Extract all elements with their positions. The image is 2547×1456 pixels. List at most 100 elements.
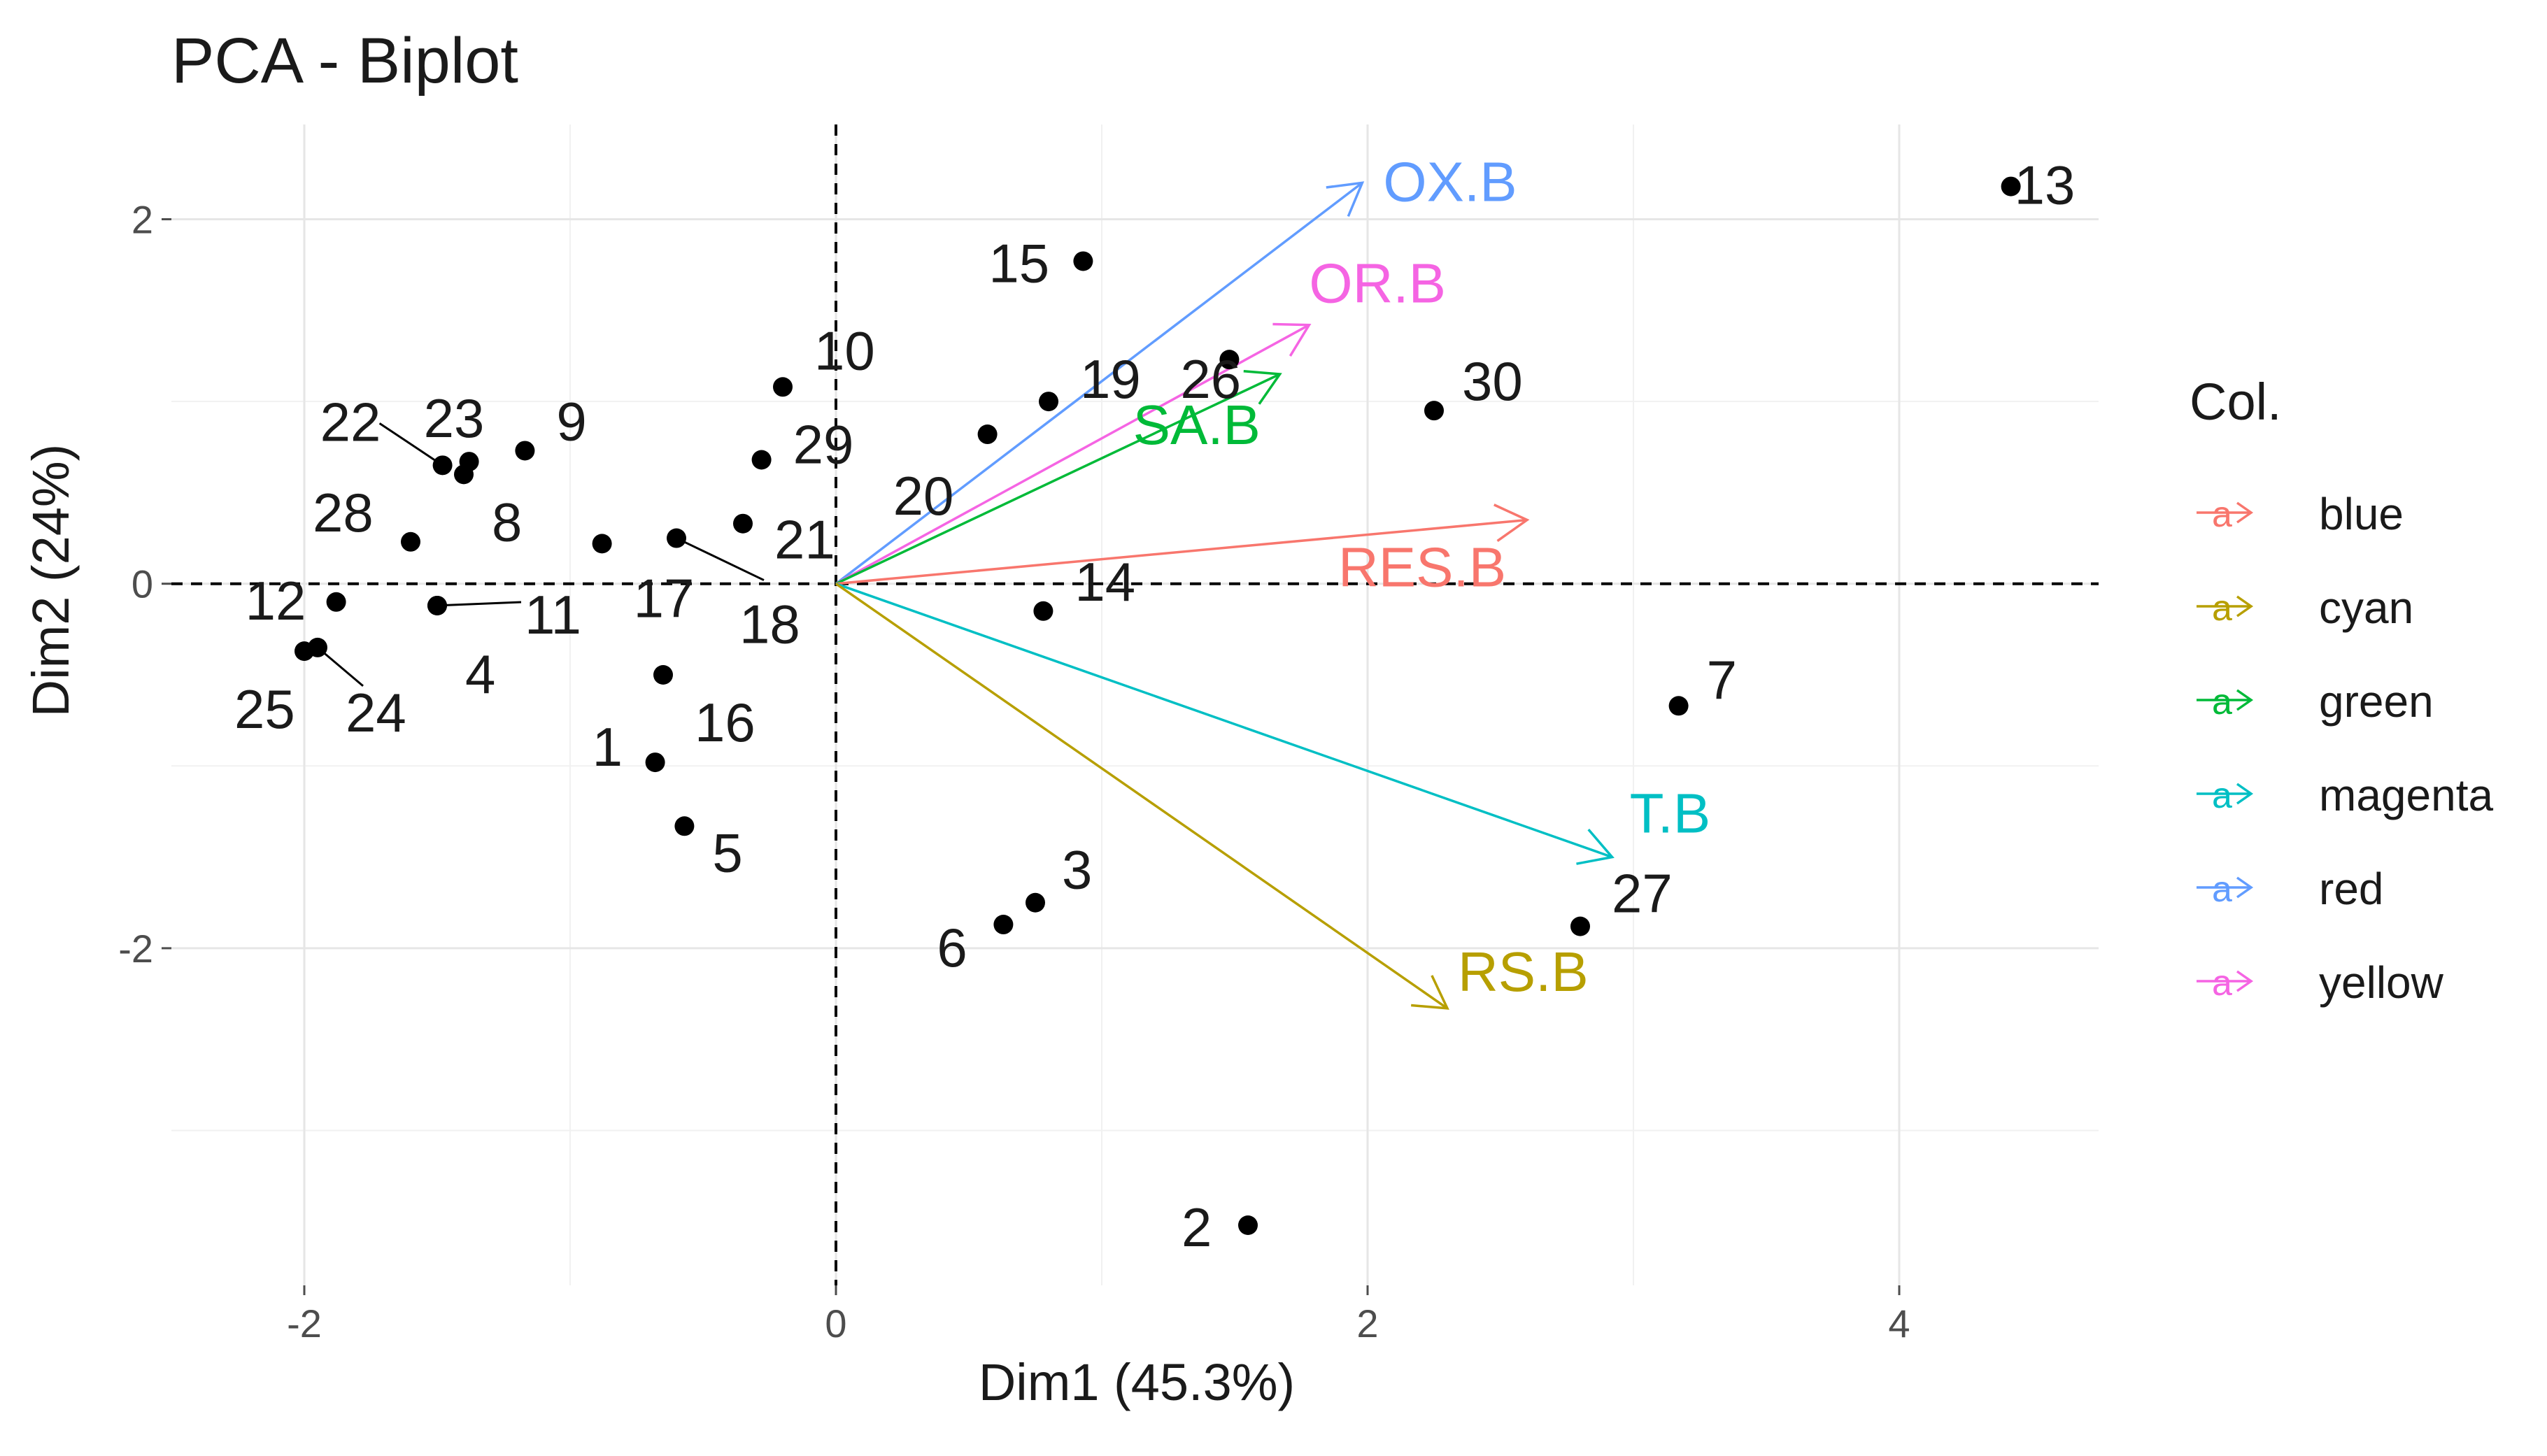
x-tick-label: -2 [287,1301,322,1346]
legend-key-glyph: a [2212,588,2232,629]
legend-item-cyan: a cyan [2197,583,2413,633]
arrow-label: OX.B [1383,150,1517,213]
point-label-28: 28 [313,482,374,543]
point-25 [295,641,314,662]
point-label-4: 4 [465,643,495,705]
label-leader-lines [317,422,765,687]
legend-key-arrowhead [2236,689,2254,711]
chart-title: PCA - Biplot [171,25,518,97]
legend-key-arrowhead [2236,595,2254,618]
point-19 [1039,392,1058,412]
x-tick-label: 0 [825,1301,846,1346]
point-1 [645,752,665,773]
point-7 [1668,696,1689,716]
point-16 [653,665,673,685]
arrow-res-b: RES.B [835,504,1530,598]
y-tick-label: 2 [132,198,153,242]
leader-line-22 [378,422,444,466]
point-label-12: 12 [246,570,306,631]
point-label-7: 7 [1707,649,1737,711]
point-20 [977,424,998,445]
legend-label: green [2319,676,2434,727]
legend-key-arrowhead [2236,501,2254,524]
point-label-26: 26 [1180,348,1241,410]
legend-key-arrowhead [2236,970,2254,992]
point-label-3: 3 [1062,839,1092,901]
arrow-t-b: T.B [835,583,1711,865]
point-6 [993,915,1014,935]
reference-lines [171,124,2099,1285]
point-label-24: 24 [346,682,406,743]
point-22 [432,455,453,476]
point-label-6: 6 [937,917,967,978]
point-3 [1026,892,1045,913]
legend-key-glyph: a [2212,963,2232,1004]
point-15 [1073,251,1093,271]
legend-item-red: a red [2197,864,2384,914]
point-label-13: 13 [2015,155,2076,216]
point-label-18: 18 [739,594,800,655]
point-23 [459,452,479,472]
arrow-shaft [835,583,1448,1010]
point-27 [1570,916,1590,936]
x-tick-label: 4 [1888,1301,1910,1346]
point-label-11: 11 [525,584,581,645]
legend-key-glyph: a [2212,776,2232,816]
point-18 [667,528,686,548]
legend-item-green: a green [2197,676,2434,727]
legend-item-blue: a blue [2197,489,2404,539]
arrow-rs-b: RS.B [835,583,1589,1010]
point-14 [1033,601,1053,621]
point-label-25: 25 [234,678,295,740]
point-label-2: 2 [1182,1197,1212,1258]
legend-key-arrowhead [2236,876,2254,899]
legend-label: blue [2319,489,2404,539]
point-label-14: 14 [1074,551,1135,613]
grid [171,124,2099,1285]
arrow-head [1326,181,1365,217]
arrow-label: T.B [1630,783,1711,845]
arrow-sa-b: SA.B [835,369,1282,585]
legend-key-glyph: a [2212,869,2232,910]
legend-key-glyph: a [2212,494,2232,535]
arrow-head [1411,975,1449,1010]
point-26 [1219,350,1240,370]
point-label-5: 5 [712,822,742,883]
legend-item-magenta: a magenta [2197,770,2493,820]
y-tick-label: 0 [132,562,153,606]
point-10 [773,377,793,397]
leader-line-11 [437,601,522,607]
point-label-21: 21 [774,509,835,571]
arrow-head [1272,322,1312,357]
legend-label: yellow [2319,957,2444,1008]
point-label-15: 15 [988,232,1049,294]
legend-title: Col. [2190,373,2282,431]
point-21 [733,513,753,534]
arrow-shaft [835,518,1528,585]
arrow-label: OR.B [1309,252,1446,315]
arrow-label: RS.B [1458,941,1589,1003]
point-label-9: 9 [556,390,586,452]
arrow-shaft [835,373,1281,585]
point-2 [1238,1215,1258,1236]
y-axis-title: Dim2 (24%) [22,444,80,718]
arrow-shaft [835,583,1613,859]
point-13 [2001,176,2021,197]
point-11 [427,595,447,615]
arrow-label: RES.B [1338,536,1506,598]
individual-points [295,176,2021,1236]
leader-line-18 [676,537,765,581]
point-label-22: 22 [320,391,381,452]
arrow-head [1576,828,1615,865]
point-label-1: 1 [593,716,623,778]
legend-item-yellow: a yellow [2197,957,2444,1008]
legend-key-arrowhead [2236,783,2254,805]
point-label-27: 27 [1612,863,1673,925]
point-9 [515,441,535,461]
point-label-10: 10 [814,320,875,381]
x-tick-label: 2 [1356,1301,1378,1346]
point-17 [592,534,612,554]
arrow-ox-b: OX.B [835,150,1517,585]
